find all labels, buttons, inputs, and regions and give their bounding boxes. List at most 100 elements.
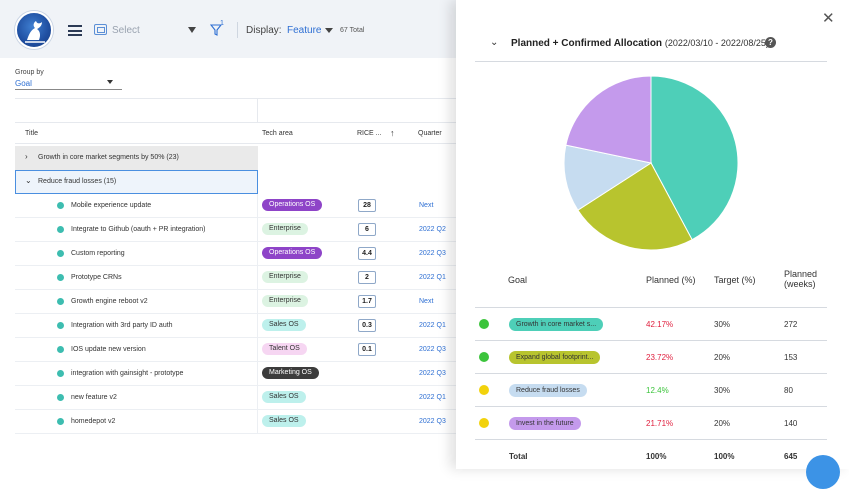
column-header-quarter[interactable]: Quarter — [418, 130, 442, 137]
chevron-down-icon[interactable] — [188, 27, 196, 33]
goal-row[interactable]: Growth in core market s... 42.17% 30% 272 — [475, 307, 827, 340]
quarter-link[interactable]: 2022 Q3 — [419, 418, 446, 425]
status-dot — [57, 346, 64, 353]
group-row[interactable]: › Growth in core market segments by 50% … — [15, 146, 456, 170]
status-dot — [57, 226, 64, 233]
goal-tag[interactable]: Invest in the future — [509, 417, 581, 430]
table-row[interactable]: Mobile experience update Operations OS 28 N… — [15, 194, 456, 218]
quarter-link[interactable]: Next — [419, 202, 434, 209]
pie-slice-2[interactable] — [563, 144, 653, 211]
table-row[interactable]: Integrate to Github (oauth + PR integrat… — [15, 218, 456, 242]
pie-slice-1[interactable] — [577, 162, 693, 251]
goal-row[interactable]: Expand global footprint... 23.72% 20% 153 — [475, 340, 827, 373]
tech-area-tag[interactable]: Enterprise — [262, 271, 308, 283]
rice-score[interactable]: 4.4 — [358, 247, 376, 260]
goal-row[interactable]: Reduce fraud losses 12.4% 30% 80 — [475, 373, 827, 406]
status-dot — [57, 394, 64, 401]
rice-score[interactable]: 2 — [358, 271, 376, 284]
quarter-link[interactable]: 2022 Q1 — [419, 394, 446, 401]
chevron-right-icon[interactable]: › — [25, 152, 28, 161]
tech-area-tag[interactable]: Enterprise — [262, 223, 308, 235]
target-percent: 30% — [714, 320, 731, 329]
tech-area-tag[interactable]: Sales OS — [262, 415, 306, 427]
feature-title[interactable]: Custom reporting — [71, 250, 125, 257]
feature-title[interactable]: IOS update new version — [71, 346, 146, 353]
display-select[interactable]: Feature — [287, 25, 322, 36]
tech-area-tag[interactable]: Talent OS — [262, 343, 307, 355]
chevron-down-icon[interactable] — [325, 28, 333, 33]
app-logo[interactable] — [15, 11, 53, 49]
sort-up-icon[interactable]: ↑ — [390, 128, 395, 138]
column-header-tech-area[interactable]: Tech area — [262, 130, 293, 137]
quarter-link[interactable]: 2022 Q3 — [419, 346, 446, 353]
column-header-title[interactable]: Title — [25, 130, 38, 137]
target-percent: 30% — [714, 386, 731, 395]
feature-title[interactable]: Growth engine reboot v2 — [71, 298, 148, 305]
quarter-link[interactable]: 2022 Q3 — [419, 370, 446, 377]
status-dot — [479, 418, 489, 428]
pie-slice-0[interactable] — [650, 75, 739, 241]
rice-score[interactable]: 1.7 — [358, 295, 376, 308]
feature-title[interactable]: new feature v2 — [71, 394, 117, 401]
rice-score[interactable]: 28 — [358, 199, 376, 212]
rice-score[interactable]: 6 — [358, 223, 376, 236]
table-row[interactable]: Custom reporting Operations OS 4.4 2022 Q3 — [15, 242, 456, 266]
table-row[interactable]: homedepot v2 Sales OS 2022 Q3 — [15, 410, 456, 434]
chevron-down-icon[interactable]: ⌄ — [25, 176, 32, 185]
goal-tag[interactable]: Growth in core market s... — [509, 318, 604, 331]
table-row[interactable]: Integration with 3rd party ID auth Sales … — [15, 314, 456, 338]
pie-slice-3[interactable] — [565, 75, 652, 164]
table-row[interactable]: Prototype CRNs Enterprise 2 2022 Q1 — [15, 266, 456, 290]
rice-score[interactable]: 0.3 — [358, 319, 376, 332]
target-percent: 20% — [714, 419, 731, 428]
table-row[interactable]: IOS update new version Talent OS 0.1 2022 Q… — [15, 338, 456, 362]
tech-area-tag[interactable]: Operations OS — [262, 199, 323, 211]
goal-tag[interactable]: Expand global footprint... — [509, 351, 601, 364]
close-icon[interactable]: ✕ — [822, 10, 835, 27]
goal-tag[interactable]: Reduce fraud losses — [509, 384, 587, 397]
column-header-rice[interactable]: RICE ... — [357, 130, 382, 137]
group-label: Growth in core market segments by 50% (2… — [38, 154, 179, 161]
chevron-down-icon[interactable]: ⌄ — [490, 37, 499, 48]
status-dot — [479, 352, 489, 362]
feature-title[interactable]: Prototype CRNs — [71, 274, 122, 281]
group-row[interactable]: ⌄ Reduce fraud losses (15) — [15, 170, 456, 194]
quarter-link[interactable]: 2022 Q2 — [419, 226, 446, 233]
status-dot — [57, 274, 64, 281]
tech-area-tag[interactable]: Sales OS — [262, 319, 306, 331]
tech-area-tag[interactable]: Operations OS — [262, 247, 323, 259]
feature-title[interactable]: homedepot v2 — [71, 418, 116, 425]
total-label: Total — [509, 452, 528, 461]
chevron-down-icon[interactable] — [107, 80, 113, 84]
help-chat-button[interactable] — [806, 455, 840, 489]
table-row[interactable]: new feature v2 Sales OS 2022 Q1 — [15, 386, 456, 410]
table-toolbar-row — [15, 98, 456, 123]
table-row[interactable]: integration with gainsight - prototype Ma… — [15, 362, 456, 386]
divider — [475, 61, 827, 62]
feature-title[interactable]: Integration with 3rd party ID auth — [71, 322, 173, 329]
feature-title[interactable]: integration with gainsight - prototype — [71, 370, 184, 377]
goal-row[interactable]: Invest in the future 21.71% 20% 140 — [475, 406, 827, 439]
tech-area-tag[interactable]: Sales OS — [262, 391, 306, 403]
roadmap-list-pane: Select 1 Display: Feature 67 Total Group… — [0, 0, 456, 434]
status-dot — [479, 385, 489, 395]
tech-area-tag[interactable]: Enterprise — [262, 295, 308, 307]
planned-percent: 12.4% — [646, 386, 669, 395]
feature-title[interactable]: Integrate to Github (oauth + PR integrat… — [71, 226, 206, 233]
filter-icon[interactable] — [210, 24, 222, 36]
menu-icon[interactable] — [68, 25, 82, 36]
quarter-link[interactable]: Next — [419, 298, 434, 305]
group-by-select[interactable]: Goal — [15, 79, 32, 88]
allocation-panel: ✕ ⌄ Planned + Confirmed Allocation (2022… — [456, 0, 849, 489]
rice-score[interactable]: 0.1 — [358, 343, 376, 356]
tech-area-tag[interactable]: Marketing OS — [262, 367, 319, 379]
status-dot — [57, 250, 64, 257]
quarter-link[interactable]: 2022 Q3 — [419, 250, 446, 257]
quarter-link[interactable]: 2022 Q1 — [419, 274, 446, 281]
help-icon[interactable]: ? — [765, 37, 776, 48]
view-select[interactable]: Select — [112, 25, 140, 36]
quarter-link[interactable]: 2022 Q1 — [419, 322, 446, 329]
table-row[interactable]: Growth engine reboot v2 Enterprise 1.7 Next — [15, 290, 456, 314]
feature-title[interactable]: Mobile experience update — [71, 202, 152, 209]
group-label: Reduce fraud losses (15) — [38, 178, 117, 185]
